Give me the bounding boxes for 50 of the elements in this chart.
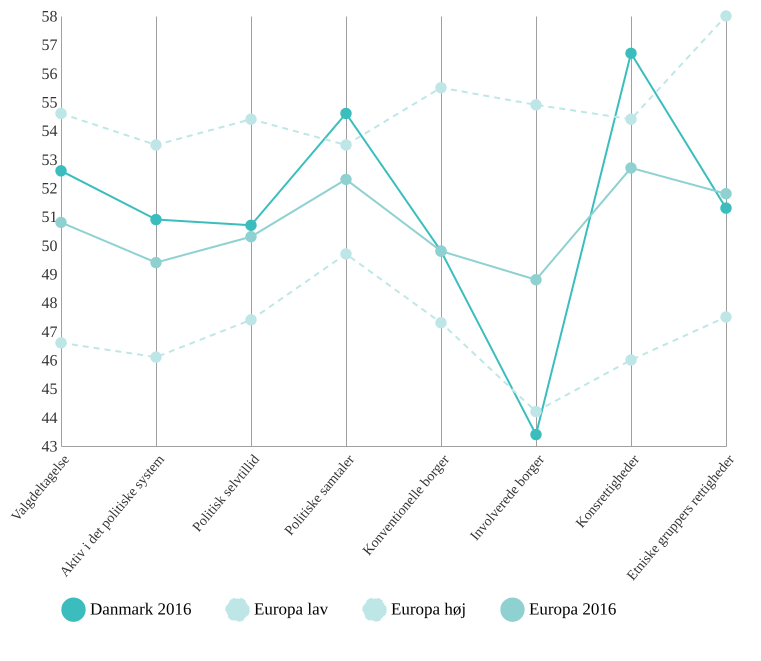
y-tick-label: 49 <box>42 266 58 284</box>
y-tick-label: 51 <box>42 209 58 226</box>
y-tick-label: 52 <box>42 180 58 198</box>
point <box>720 188 732 200</box>
point <box>720 311 732 323</box>
y-tick-label: 46 <box>42 352 58 370</box>
point <box>55 337 67 348</box>
y-tick-label: 56 <box>42 66 58 83</box>
point <box>340 174 352 186</box>
point <box>720 10 732 22</box>
point <box>435 82 447 94</box>
point <box>625 48 637 59</box>
point <box>720 202 732 214</box>
legend-label: Europa lav <box>254 600 329 619</box>
y-tick-label: 48 <box>42 295 58 312</box>
legend-label: Europa høj <box>391 600 466 619</box>
y-tick-label: 45 <box>42 381 58 398</box>
y-tick-label: 44 <box>42 410 58 427</box>
point <box>55 165 67 176</box>
y-tick-label: 55 <box>42 94 58 112</box>
point <box>625 162 637 174</box>
legend-label: Danmark 2016 <box>90 600 192 619</box>
point <box>340 139 352 151</box>
y-tick-label: 47 <box>42 324 58 341</box>
point <box>530 428 542 440</box>
y-tick-label: 50 <box>42 238 58 255</box>
point <box>625 354 637 366</box>
y-tick-label: 54 <box>42 123 58 140</box>
point <box>530 406 542 418</box>
point <box>55 216 67 228</box>
point <box>245 220 257 231</box>
point <box>340 108 352 120</box>
point <box>150 256 162 268</box>
point <box>530 99 542 111</box>
y-tick-label: 53 <box>42 152 58 169</box>
point <box>625 114 637 125</box>
point <box>435 317 447 328</box>
legend-label: Europa 2016 <box>529 600 616 619</box>
point <box>55 108 67 120</box>
y-tick-label: 58 <box>42 8 58 26</box>
point <box>245 231 257 242</box>
y-tick-label: 43 <box>42 438 58 456</box>
point <box>340 248 352 260</box>
point <box>245 114 257 125</box>
point <box>530 274 542 286</box>
point <box>245 314 257 326</box>
y-tick-label: 57 <box>42 37 58 54</box>
point <box>150 214 162 226</box>
point <box>150 351 162 363</box>
point <box>150 139 162 151</box>
